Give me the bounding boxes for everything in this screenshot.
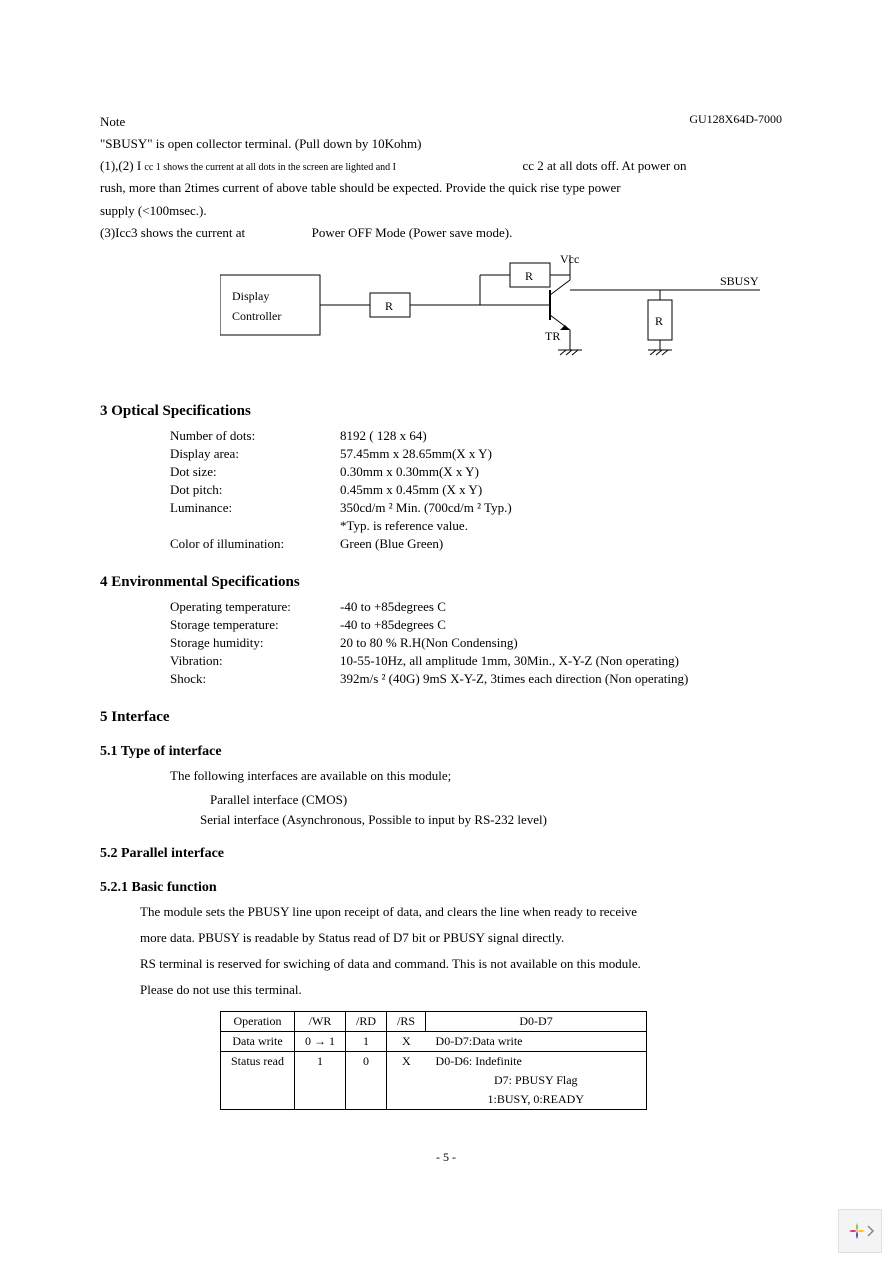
basic-p1: The module sets the PBUSY line upon rece… [100, 902, 792, 922]
section-5-1-title: 5.1 Type of interface [100, 744, 792, 760]
note-line-1: "SBUSY" is open collector terminal. (Pul… [100, 134, 792, 154]
note-l2b: cc 1 shows the current at all dots in th… [144, 162, 396, 173]
th-rs: /RS [387, 1011, 426, 1031]
spec-label: Number of dots: [170, 428, 340, 444]
td: D7: PBUSY Flag [426, 1071, 647, 1090]
td: 0 → 1 [295, 1031, 346, 1051]
spec-value: *Typ. is reference value. [340, 518, 792, 534]
svg-text:R: R [385, 299, 393, 313]
basic-p4: Please do not use this terminal. [100, 980, 792, 1000]
note-block: Note "SBUSY" is open collector terminal.… [100, 112, 792, 243]
spec-row: Operating temperature:-40 to +85degrees … [100, 599, 792, 615]
iface-parallel: Parallel interface (CMOS) [100, 792, 792, 808]
note-l5a: (3)Icc3 shows the current at [100, 225, 245, 240]
spec-label: Storage temperature: [170, 617, 340, 633]
th-rd: /RD [346, 1011, 387, 1031]
spec-row: Storage humidity:20 to 80 % R.H(Non Cond… [100, 635, 792, 651]
spec-row: Luminance:350cd/m ² Min. (700cd/m ² Typ.… [100, 500, 792, 516]
td: Data write [221, 1031, 295, 1051]
iface-serial: Serial interface (Asynchronous, Possible… [100, 812, 792, 828]
basic-p2: more data. PBUSY is readable by Status r… [100, 928, 792, 948]
next-page-button[interactable] [838, 1209, 882, 1253]
td: 1:BUSY, 0:READY [426, 1090, 647, 1110]
td: D0-D6: Indefinite [426, 1051, 647, 1071]
note-line-2: (1),(2) I cc 1 shows the current at all … [100, 156, 792, 176]
doc-id: GU128X64D-7000 [689, 112, 782, 127]
svg-text:Vcc: Vcc [560, 255, 579, 266]
logo-icon [847, 1221, 867, 1241]
svg-text:R: R [655, 314, 663, 328]
svg-text:TR: TR [545, 329, 560, 343]
iface-intro: The following interfaces are available o… [100, 766, 792, 786]
spec-row: Dot size:0.30mm x 0.30mm(X x Y) [100, 464, 792, 480]
spec-label: Luminance: [170, 500, 340, 516]
note-line-5: (3)Icc3 shows the current at Power OFF M… [100, 223, 792, 243]
spec-label: Vibration: [170, 653, 340, 669]
spec-value: 57.45mm x 28.65mm(X x Y) [340, 446, 792, 462]
spec-row: Display area:57.45mm x 28.65mm(X x Y) [100, 446, 792, 462]
spec-row: Storage temperature:-40 to +85degrees C [100, 617, 792, 633]
th-wr: /WR [295, 1011, 346, 1031]
svg-text:Display: Display [232, 289, 269, 303]
basic-p3: RS terminal is reserved for swiching of … [100, 954, 792, 974]
chevron-right-icon [867, 1225, 875, 1237]
td: X [387, 1051, 426, 1071]
note-title: Note [100, 112, 792, 132]
svg-text:R: R [525, 269, 533, 283]
note-l2c: cc 2 at all dots off. At power on [522, 158, 686, 173]
spec-row: Number of dots:8192 ( 128 x 64) [100, 428, 792, 444]
td: 0 [346, 1051, 387, 1109]
spec-label: Storage humidity: [170, 635, 340, 651]
svg-text:Controller: Controller [232, 309, 281, 323]
page-number: - 5 - [100, 1150, 792, 1165]
spec-value: 392m/s ² (40G) 9mS X-Y-Z, 3times each di… [340, 671, 792, 687]
note-l5b: Power OFF Mode (Power save mode). [312, 225, 513, 240]
section-5-title: 5 Interface [100, 709, 792, 726]
td: 1 [295, 1051, 346, 1109]
spec-label: Color of illumination: [170, 536, 340, 552]
spec-label: Dot size: [170, 464, 340, 480]
note-line-3: rush, more than 2times current of above … [100, 178, 792, 198]
th-d0d7: D0-D7 [426, 1011, 647, 1031]
circuit-diagram: Display Controller R R Vcc TR S [100, 255, 792, 379]
spec-label: Dot pitch: [170, 482, 340, 498]
td: 1 [346, 1031, 387, 1051]
spec-value: 0.30mm x 0.30mm(X x Y) [340, 464, 792, 480]
spec-row: Shock:392m/s ² (40G) 9mS X-Y-Z, 3times e… [100, 671, 792, 687]
spec-row: Vibration:10-55-10Hz, all amplitude 1mm,… [100, 653, 792, 669]
spec-value: Green (Blue Green) [340, 536, 792, 552]
section-3-title: 3 Optical Specifications [100, 403, 792, 420]
td: X [387, 1031, 426, 1051]
note-l2a: (1),(2) I [100, 158, 141, 173]
spec-value: 10-55-10Hz, all amplitude 1mm, 30Min., X… [340, 653, 792, 669]
spec-row: Color of illumination:Green (Blue Green) [100, 536, 792, 552]
th-operation: Operation [221, 1011, 295, 1031]
section-4-title: 4 Environmental Specifications [100, 574, 792, 591]
spec-value: 0.45mm x 0.45mm (X x Y) [340, 482, 792, 498]
td: D0-D7:Data write [426, 1031, 647, 1051]
spec-value: 8192 ( 128 x 64) [340, 428, 792, 444]
spec-value: 20 to 80 % R.H(Non Condensing) [340, 635, 792, 651]
td: Status read [221, 1051, 295, 1109]
spec-value: -40 to +85degrees C [340, 599, 792, 615]
operation-table: Operation /WR /RD /RS D0-D7 Data write 0… [220, 1011, 647, 1110]
section-5-2-title: 5.2 Parallel interface [100, 846, 792, 862]
section-5-2-1-title: 5.2.1 Basic function [100, 880, 792, 896]
spec-value: 350cd/m ² Min. (700cd/m ² Typ.) [340, 500, 792, 516]
spec-label: Operating temperature: [170, 599, 340, 615]
svg-text:SBUSY: SBUSY [720, 274, 759, 288]
spec-label: Display area: [170, 446, 340, 462]
spec-row: Dot pitch:0.45mm x 0.45mm (X x Y) [100, 482, 792, 498]
page: GU128X64D-7000 Note "SBUSY" is open coll… [0, 0, 892, 1225]
spec-label [170, 518, 340, 534]
spec-value: -40 to +85degrees C [340, 617, 792, 633]
note-line-4: supply (<100msec.). [100, 201, 792, 221]
spec-row: *Typ. is reference value. [100, 518, 792, 534]
spec-label: Shock: [170, 671, 340, 687]
